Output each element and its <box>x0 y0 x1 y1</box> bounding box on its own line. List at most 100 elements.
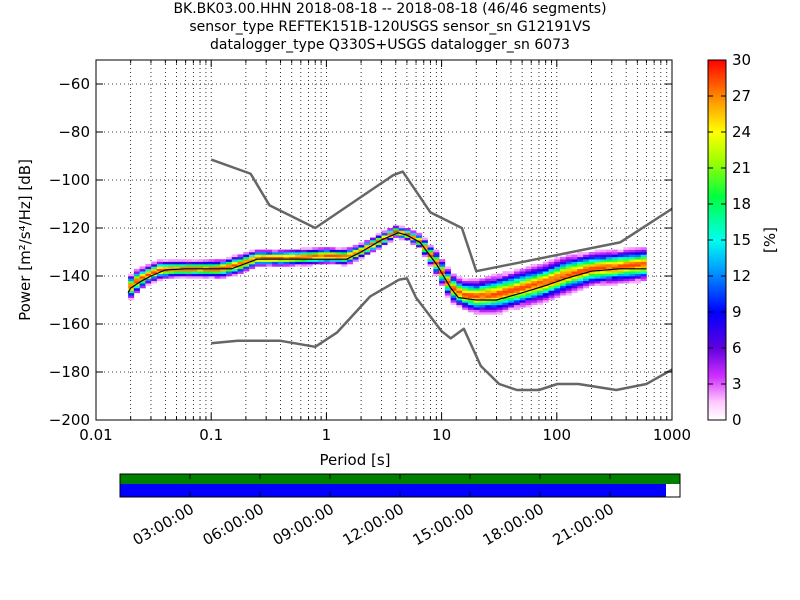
histogram-cell <box>416 237 423 241</box>
histogram-cell <box>421 242 428 246</box>
histogram-cell <box>519 295 526 298</box>
histogram-cell <box>341 247 348 250</box>
histogram-cell <box>439 276 446 279</box>
histogram-cell <box>226 259 233 262</box>
histogram-cell <box>151 280 158 284</box>
histogram-cell <box>594 280 601 284</box>
histogram-cell <box>231 254 238 258</box>
histogram-cell <box>473 295 480 298</box>
histogram-cell <box>502 278 509 282</box>
histogram-cell <box>128 288 135 291</box>
histogram-cell <box>560 273 567 277</box>
histogram-cell <box>427 244 434 248</box>
histogram-cell <box>519 297 526 301</box>
histogram-cell <box>179 273 187 277</box>
histogram-cell <box>289 252 296 255</box>
histogram-cell <box>358 252 365 255</box>
histogram-cell <box>151 264 158 267</box>
histogram-cell <box>393 235 400 238</box>
histogram-cell <box>231 268 238 272</box>
histogram-cell <box>560 290 567 294</box>
histogram-cell <box>427 261 434 265</box>
histogram-cell <box>629 268 636 272</box>
histogram-cell <box>513 300 521 303</box>
histogram-cell <box>456 295 463 298</box>
histogram-cell <box>335 252 342 255</box>
histogram-cell <box>640 264 647 267</box>
histogram-cell <box>611 249 618 253</box>
histogram-cell <box>162 259 169 262</box>
histogram-cell <box>421 252 428 255</box>
histogram-cell <box>467 304 474 308</box>
histogram-cell <box>513 273 521 277</box>
histogram-cell <box>485 304 492 308</box>
histogram-cell <box>145 283 152 286</box>
histogram-cell <box>444 273 451 277</box>
histogram-cell <box>318 254 325 258</box>
histogram-cell <box>496 312 503 315</box>
histogram-cell <box>479 278 486 282</box>
histogram-cell <box>398 235 405 238</box>
histogram-cell <box>254 256 261 260</box>
colorbar-tick-label: 21 <box>732 159 751 177</box>
histogram-cell <box>496 292 503 296</box>
histogram-cell <box>439 264 446 267</box>
mean-curve-layer <box>127 232 647 301</box>
histogram-cell <box>444 266 451 270</box>
histogram-cell <box>508 307 515 310</box>
histogram-cell <box>525 297 532 301</box>
histogram-cell <box>537 290 544 294</box>
histogram-cell <box>542 285 549 289</box>
histogram-cell <box>640 247 647 250</box>
histogram-cell <box>623 266 630 270</box>
histogram-cell <box>197 271 204 274</box>
histogram-cell <box>162 271 169 274</box>
histogram-cell <box>254 249 261 253</box>
histogram-cell <box>456 288 463 291</box>
histogram-cell <box>444 292 451 296</box>
histogram-cell <box>444 278 451 282</box>
histogram-cell <box>479 285 486 289</box>
histogram-cell <box>583 283 590 286</box>
histogram-cell <box>185 273 192 277</box>
histogram-cell <box>462 285 469 289</box>
histogram-cell <box>634 268 641 272</box>
histogram-cell <box>485 285 492 289</box>
histogram-cell <box>554 280 561 284</box>
histogram-cell <box>145 278 152 282</box>
histogram-cell <box>329 261 336 265</box>
histogram-cell <box>577 280 584 284</box>
histogram-cell <box>594 276 601 279</box>
low-noise-model-curve <box>211 277 672 392</box>
histogram-cell <box>485 297 492 301</box>
histogram-cell <box>588 252 595 255</box>
histogram-cell <box>634 273 641 277</box>
histogram-cell <box>560 256 567 260</box>
histogram-cell <box>214 264 221 267</box>
histogram-cell <box>554 278 561 282</box>
histogram-cell <box>450 302 457 306</box>
histogram-cell <box>623 247 630 250</box>
histogram-cell <box>260 264 267 267</box>
histogram-cell <box>519 276 526 279</box>
histogram-cell <box>272 249 279 253</box>
histogram-cell <box>577 288 584 291</box>
histogram-cell <box>565 285 572 289</box>
histogram-cell <box>496 304 503 308</box>
histogram-cell <box>174 261 181 265</box>
histogram-cell <box>606 252 613 255</box>
histogram-cell <box>554 290 561 294</box>
histogram-cell <box>577 252 584 255</box>
histogram-cell <box>531 297 538 301</box>
histogram-cell <box>571 290 578 294</box>
histogram-cell <box>577 271 584 274</box>
histogram-cell <box>243 266 250 270</box>
psd-histogram <box>128 225 647 315</box>
histogram-cell <box>450 278 457 282</box>
histogram-cell <box>629 249 636 253</box>
histogram-cell <box>548 292 555 296</box>
histogram-cell <box>202 271 210 274</box>
histogram-cell <box>295 259 302 262</box>
histogram-cell <box>634 252 641 255</box>
histogram-cell <box>525 285 532 289</box>
